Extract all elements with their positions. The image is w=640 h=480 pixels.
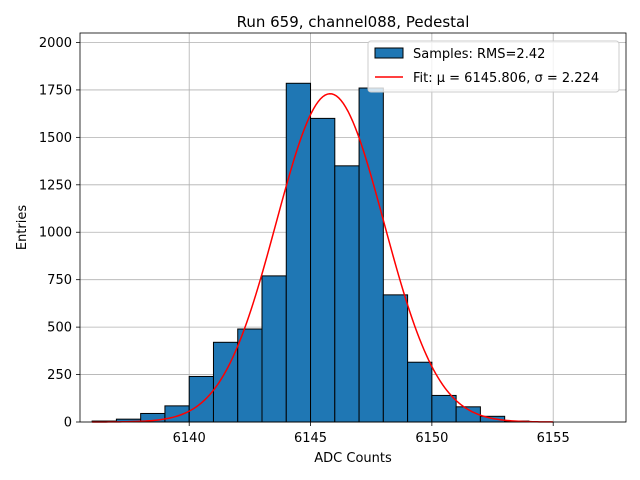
histogram-bar bbox=[334, 165, 360, 423]
histogram-bar bbox=[382, 294, 409, 423]
legend-swatch-samples bbox=[374, 47, 404, 59]
y-tick-label: 1000 bbox=[39, 226, 72, 241]
x-tick-label: 6155 bbox=[537, 431, 570, 446]
x-tick-label: 6150 bbox=[415, 431, 448, 446]
chart-title: Run 659, channel088, Pedestal bbox=[237, 13, 470, 31]
y-tick-label: 2000 bbox=[39, 36, 72, 51]
x-tick-label: 6140 bbox=[173, 431, 206, 446]
legend-label-samples: Samples: RMS=2.42 bbox=[413, 47, 545, 62]
histogram-bar bbox=[285, 82, 312, 423]
histogram-bar bbox=[358, 87, 384, 423]
y-tick-label: 0 bbox=[64, 416, 72, 431]
histogram-bars bbox=[91, 82, 530, 423]
legend-box bbox=[367, 40, 620, 93]
y-tick-label: 1250 bbox=[39, 178, 72, 193]
y-tick-label: 1500 bbox=[39, 131, 72, 146]
axes-frame bbox=[79, 32, 627, 423]
histogram-bar bbox=[164, 405, 190, 423]
legend-label-fit: Fit: μ = 6145.806, σ = 2.224 bbox=[413, 71, 599, 86]
histogram-bar bbox=[431, 394, 457, 423]
legend: Samples: RMS=2.42 Fit: μ = 6145.806, σ =… bbox=[367, 40, 620, 93]
histogram-bar bbox=[188, 375, 214, 423]
y-tick-label: 750 bbox=[47, 273, 72, 288]
histogram-bar bbox=[407, 361, 433, 423]
histogram-bar bbox=[261, 275, 287, 423]
fit-curve bbox=[92, 92, 554, 423]
x-tick-label: 6145 bbox=[294, 431, 327, 446]
y-tick-label: 500 bbox=[47, 321, 72, 336]
y-tick-label: 1750 bbox=[39, 83, 72, 98]
y-tick-label: 250 bbox=[47, 368, 72, 383]
y-axis-label: Entries bbox=[15, 205, 30, 251]
x-axis-label: ADC Counts bbox=[314, 451, 392, 466]
axis-ticks: 6140 6145 6150 6155 0 250 500 750 1000 1250 1500 17… bbox=[39, 36, 570, 446]
histogram-bar bbox=[310, 117, 336, 423]
histogram-bar bbox=[237, 328, 263, 423]
